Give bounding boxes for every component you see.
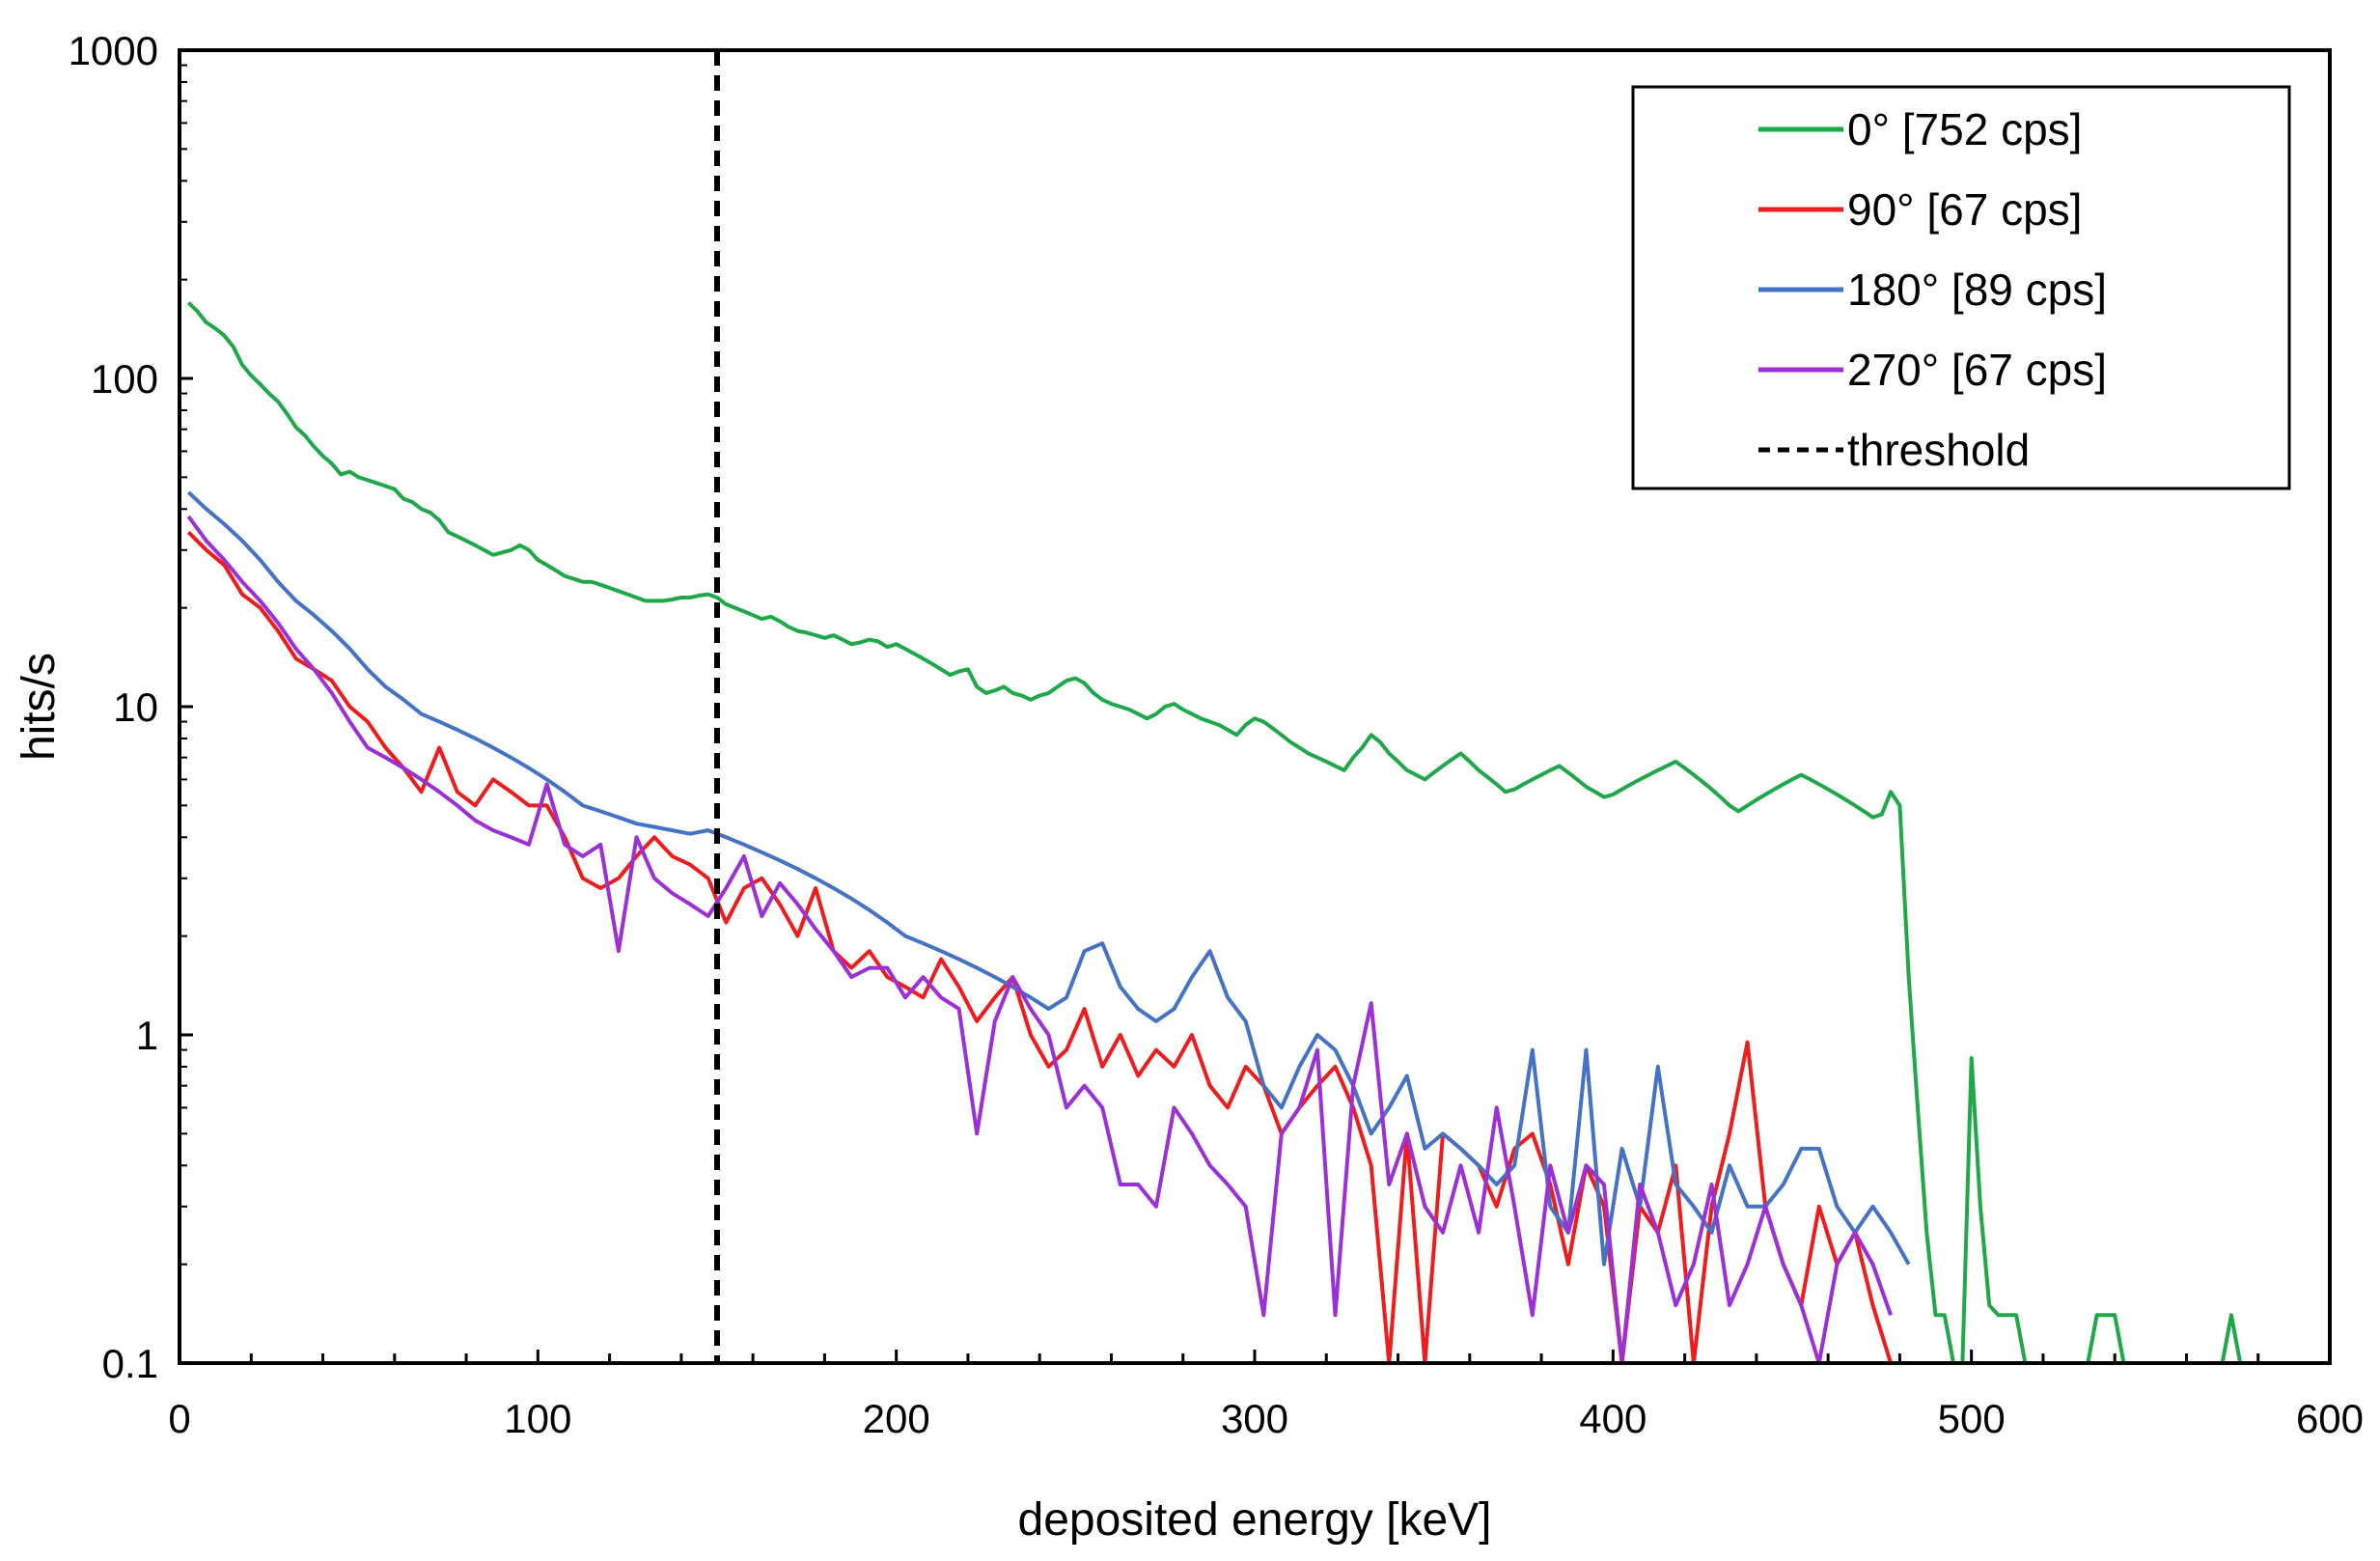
legend-label-4: threshold [1847,425,2030,475]
x-tick-label: 200 [863,1396,930,1441]
x-tick-label: 400 [1579,1396,1647,1441]
legend-label-3: 270° [67 cps] [1847,345,2107,395]
x-tick-label: 600 [2296,1396,2364,1441]
y-tick-label: 10 [113,684,158,730]
y-axis-title: hits/s [14,653,65,761]
series-line-0 [186,301,2243,1365]
y-tick-label: 0.1 [102,1341,158,1386]
series-layer [186,301,2243,1365]
axis-ticks: 0 100 200 300 400 500 600 0.1 1 10 100 1000 [69,28,2364,1441]
x-tick-label: 500 [1938,1396,2006,1441]
legend-label-1: 90° [67 cps] [1847,184,2082,235]
x-tick-label: 0 [168,1396,190,1441]
x-axis-title: deposited energy [keV] [1018,1494,1492,1546]
x-tick-label: 100 [504,1396,571,1441]
legend-label-0: 0° [752 cps] [1847,104,2082,154]
y-tick-label: 1000 [69,28,158,73]
series-line-3 [186,515,1893,1365]
series-line-2 [186,490,1911,1267]
y-tick-label: 1 [136,1013,158,1058]
x-tick-label: 300 [1221,1396,1288,1441]
legend-label-2: 180° [89 cps] [1847,265,2107,315]
legend: 0° [752 cps] 90° [67 cps] 180° [89 cps] 270… [1631,85,2291,490]
y-tick-label: 100 [91,356,158,402]
legend-box [1631,85,2291,490]
legend-items: 0° [752 cps] 90° [67 cps] 180° [89 cps] 270… [1758,104,2107,475]
